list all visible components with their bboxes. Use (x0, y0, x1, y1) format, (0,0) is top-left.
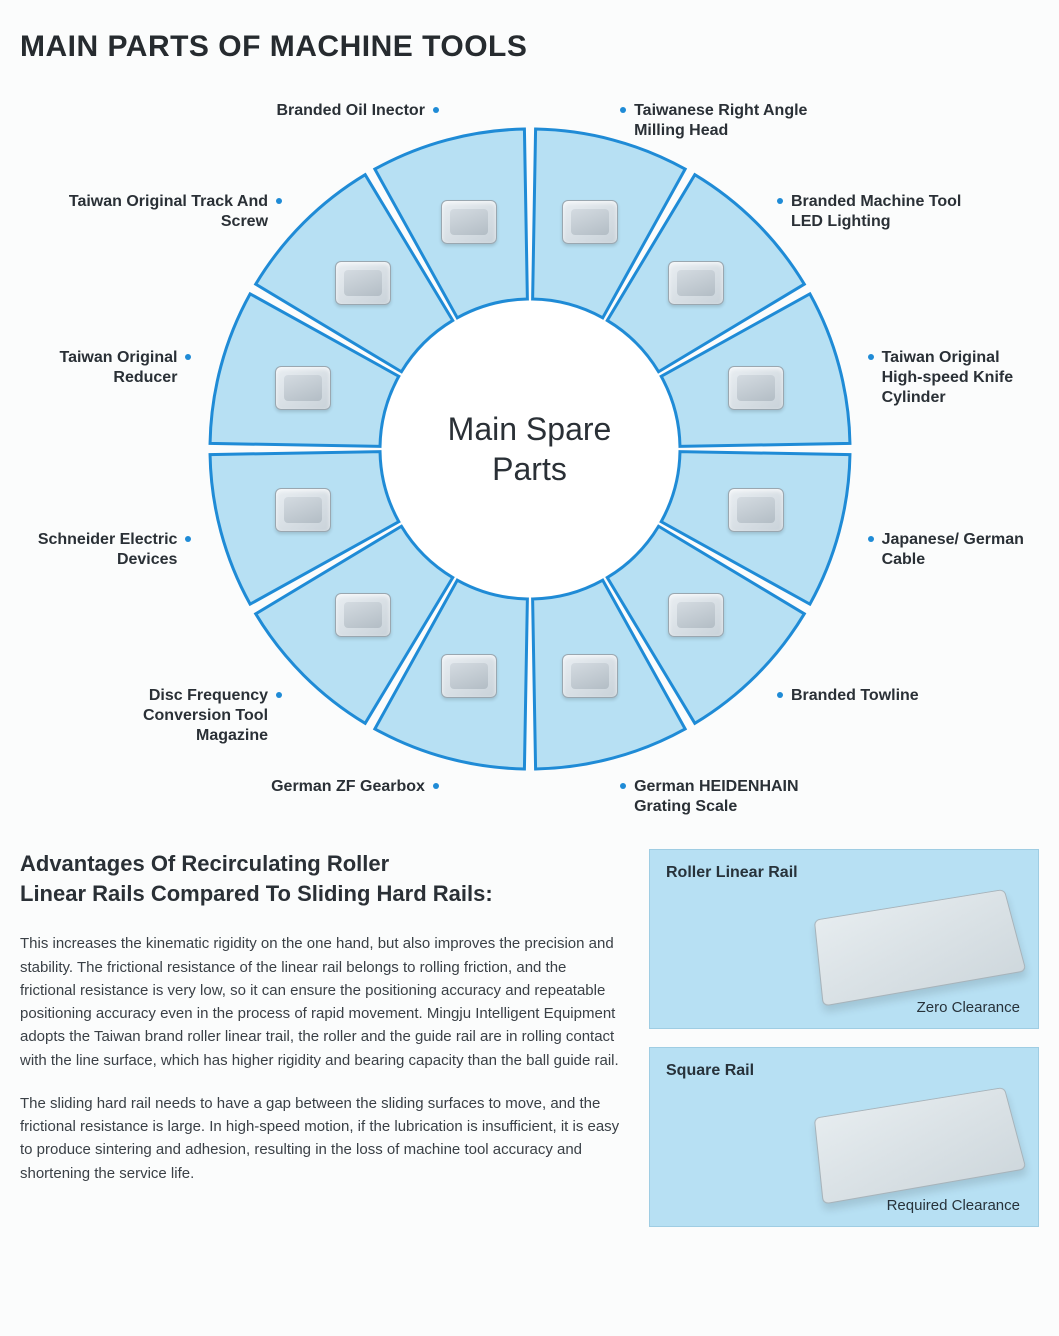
part-icon (562, 654, 618, 698)
part-label-text: Branded Oil Inector (276, 101, 424, 121)
part-label-text: Taiwan Original Track And Screw (68, 192, 268, 232)
bullet-dot-icon (868, 536, 874, 542)
part-label: Taiwan Original Reducer (20, 348, 191, 388)
card2-title: Square Rail (666, 1062, 1022, 1080)
part-label-text: German ZF Gearbox (271, 777, 425, 797)
part-icon (668, 593, 724, 637)
bullet-dot-icon (185, 536, 191, 542)
bullet-dot-icon (185, 354, 191, 360)
bullet-dot-icon (433, 783, 439, 789)
card1-caption: Zero Clearance (917, 999, 1020, 1016)
part-label: Disc Frequency Conversion Tool Magazine (68, 686, 282, 746)
part-label: Branded Oil Inector (276, 101, 438, 121)
part-label: Schneider Electric Devices (20, 530, 191, 570)
card1-title: Roller Linear Rail (666, 864, 1022, 882)
square-rail-illustration (814, 1087, 1027, 1205)
advantages-article: Advantages Of Recirculating Roller Linea… (20, 849, 621, 1227)
part-label: German ZF Gearbox (271, 777, 439, 797)
part-label-text: Branded Towline (791, 686, 919, 706)
rail-cards: Roller Linear Rail Zero Clearance Square… (649, 849, 1039, 1227)
bullet-dot-icon (777, 198, 783, 204)
part-icon (335, 261, 391, 305)
part-label: Branded Towline (777, 686, 919, 706)
part-label-text: Taiwanese Right Angle Milling Head (634, 101, 834, 141)
part-label-text: Taiwan Original Reducer (20, 348, 177, 388)
part-label-text: Schneider Electric Devices (20, 530, 177, 570)
part-icon (441, 654, 497, 698)
part-label: Japanese/ German Cable (868, 530, 1039, 570)
advantages-heading: Advantages Of Recirculating Roller Linea… (20, 849, 621, 908)
bullet-dot-icon (433, 107, 439, 113)
advantages-para-1: This increases the kinematic rigidity on… (20, 932, 621, 1072)
part-icon (441, 200, 497, 244)
roller-rail-illustration (814, 889, 1027, 1007)
advantages-heading-l2: Linear Rails Compared To Sliding Hard Ra… (20, 881, 493, 906)
part-label: Taiwanese Right Angle Milling Head (620, 101, 834, 141)
part-label: Taiwan Original Track And Screw (68, 192, 282, 232)
card2-caption: Required Clearance (887, 1197, 1020, 1214)
part-icon (728, 488, 784, 532)
part-icon (562, 200, 618, 244)
part-label: Taiwan Original High-speed Knife Cylinde… (868, 348, 1039, 408)
part-label-text: Taiwan Original High-speed Knife Cylinde… (882, 348, 1039, 408)
part-icon (275, 366, 331, 410)
bullet-dot-icon (276, 692, 282, 698)
advantages-heading-l1: Advantages Of Recirculating Roller (20, 851, 389, 876)
part-label-text: Disc Frequency Conversion Tool Magazine (68, 686, 268, 746)
part-label: Branded Machine Tool LED Lighting (777, 192, 991, 232)
wheel-svg (200, 119, 860, 779)
card-roller-linear-rail: Roller Linear Rail Zero Clearance (649, 849, 1039, 1029)
bullet-dot-icon (620, 783, 626, 789)
advantages-para-2: The sliding hard rail needs to have a ga… (20, 1092, 621, 1185)
spare-parts-wheel: Main Spare Parts Taiwanese Right Angle M… (20, 89, 1039, 809)
wheel-inner-circle (382, 301, 678, 597)
bullet-dot-icon (276, 198, 282, 204)
part-label-text: Branded Machine Tool LED Lighting (791, 192, 991, 232)
part-label: German HEIDENHAIN Grating Scale (620, 777, 834, 817)
part-icon (335, 593, 391, 637)
bullet-dot-icon (868, 354, 874, 360)
part-label-text: German HEIDENHAIN Grating Scale (634, 777, 834, 817)
bullet-dot-icon (777, 692, 783, 698)
card-square-rail: Square Rail Required Clearance (649, 1047, 1039, 1227)
part-icon (275, 488, 331, 532)
part-icon (668, 261, 724, 305)
advantages-section: Advantages Of Recirculating Roller Linea… (20, 849, 1039, 1227)
page-title: MAIN PARTS OF MACHINE TOOLS (20, 30, 1039, 64)
part-label-text: Japanese/ German Cable (882, 530, 1039, 570)
part-icon (728, 366, 784, 410)
bullet-dot-icon (620, 107, 626, 113)
